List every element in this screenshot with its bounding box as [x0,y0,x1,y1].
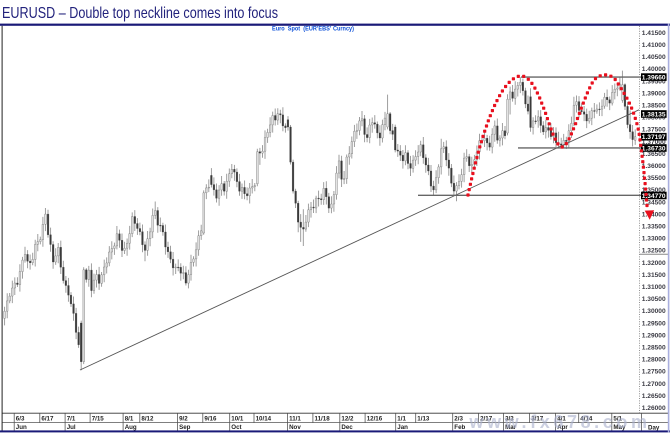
svg-text:1.38000: 1.38000 [642,115,666,122]
svg-text:1.40500: 1.40500 [642,54,666,61]
svg-text:7/1: 7/1 [67,416,76,423]
svg-text:www.fx678.com: www.fx678.com [468,412,650,432]
svg-text:10/1: 10/1 [231,416,244,423]
svg-text:5/1: 5/1 [613,416,622,423]
svg-text:1.28000: 1.28000 [642,357,666,364]
svg-text:9/2: 9/2 [179,416,188,423]
svg-text:1/1: 1/1 [397,416,406,423]
svg-text:1.30000: 1.30000 [642,308,666,315]
svg-text:1.35500: 1.35500 [642,175,666,182]
svg-text:1.34500: 1.34500 [642,199,666,206]
svg-text:8/1: 8/1 [125,416,134,423]
svg-text:1.35000: 1.35000 [642,187,666,194]
svg-text:1.39000: 1.39000 [642,90,666,97]
svg-text:1.28500: 1.28500 [642,345,666,352]
svg-text:1.26500: 1.26500 [642,393,666,400]
svg-text:1/13: 1/13 [417,416,430,423]
svg-text:8/12: 8/12 [141,416,154,423]
svg-text:Sep: Sep [179,424,191,431]
svg-text:Mar: Mar [505,424,517,431]
svg-text:2/3: 2/3 [454,416,463,423]
svg-text:3/17: 3/17 [531,416,544,423]
svg-text:1.33500: 1.33500 [642,224,666,231]
svg-text:1.41500: 1.41500 [642,30,666,37]
svg-text:1.31500: 1.31500 [642,272,666,279]
svg-text:12/2: 12/2 [341,416,354,423]
svg-text:1.36000: 1.36000 [642,163,666,170]
svg-text:Aug: Aug [125,424,137,431]
svg-text:7/15: 7/15 [92,416,105,423]
svg-text:Jun: Jun [16,424,27,431]
svg-text:1.37000: 1.37000 [642,139,666,146]
svg-text:Apr: Apr [557,424,568,431]
svg-text:3/3: 3/3 [505,416,514,423]
svg-text:1.34770: 1.34770 [642,193,666,200]
svg-text:1.38500: 1.38500 [642,103,666,110]
svg-text:1.39500: 1.39500 [642,78,666,85]
svg-text:10/14: 10/14 [256,416,272,423]
svg-text:4/14: 4/14 [580,416,593,423]
svg-text:6/17: 6/17 [41,416,54,423]
svg-text:1.31000: 1.31000 [642,284,666,291]
svg-text:4/1: 4/1 [557,416,566,423]
svg-text:1.37197: 1.37197 [642,134,666,141]
svg-text:1.41000: 1.41000 [642,42,666,49]
svg-text:Euro Spot (EUR’EBS’ Curncy): Euro Spot (EUR’EBS’ Curncy) [272,26,354,33]
svg-text:1.30500: 1.30500 [642,296,666,303]
svg-text:1.36500: 1.36500 [642,151,666,158]
svg-text:1.38135: 1.38135 [642,111,666,118]
svg-text:2/17: 2/17 [480,416,493,423]
svg-text:1.27500: 1.27500 [642,369,666,376]
svg-text:1.36730: 1.36730 [642,145,666,152]
svg-text:1.37500: 1.37500 [642,127,666,134]
svg-text:1.29000: 1.29000 [642,332,666,339]
svg-text:11/1: 11/1 [289,416,301,423]
svg-text:1.29500: 1.29500 [642,320,666,327]
svg-text:1.34000: 1.34000 [642,211,666,218]
svg-text:1.27000: 1.27000 [642,381,666,388]
svg-text:Day: Day [648,424,660,431]
svg-text:1.39660: 1.39660 [642,75,666,82]
svg-text:1.26000: 1.26000 [642,405,666,412]
svg-text:Oct: Oct [231,424,241,431]
svg-text:Jul: Jul [67,424,76,431]
svg-text:1.40000: 1.40000 [642,66,666,73]
svg-text:6/3: 6/3 [16,416,25,423]
svg-text:9/16: 9/16 [204,416,217,423]
svg-text:May: May [613,424,626,431]
svg-text:Dec: Dec [341,424,353,431]
svg-text:Feb: Feb [454,424,465,431]
svg-text:1.32500: 1.32500 [642,248,666,255]
svg-text:11/18: 11/18 [315,416,331,423]
svg-text:12/16: 12/16 [367,416,383,423]
svg-text:Nov: Nov [289,424,301,431]
svg-text:Jan: Jan [397,424,408,431]
svg-text:1.33000: 1.33000 [642,236,666,243]
svg-text:1.32000: 1.32000 [642,260,666,267]
svg-text:EURUSD – Double top neckline c: EURUSD – Double top neckline comes into … [2,5,278,22]
